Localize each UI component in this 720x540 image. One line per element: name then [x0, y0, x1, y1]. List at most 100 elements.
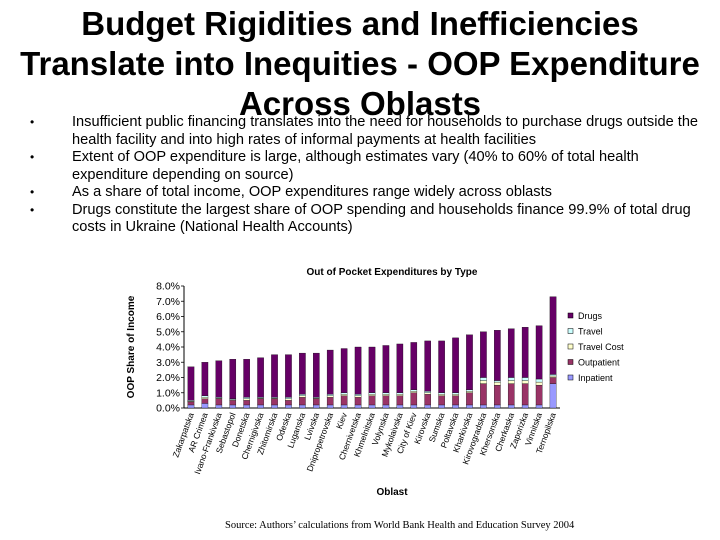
- bar-segment-outpatient: [271, 398, 278, 406]
- bar-segment-inpatient: [521, 404, 529, 409]
- bar-segment-outpatient: [187, 401, 195, 406]
- bullet-list: • Insufficient public financing translat…: [28, 114, 708, 237]
- bar-segment-inpatient: [494, 404, 501, 409]
- legend-label: Travel Cost: [578, 342, 624, 352]
- bar-segment-outpatient: [521, 383, 529, 406]
- bar-segment-travel: [480, 377, 487, 381]
- bar-segment-outpatient: [410, 392, 418, 406]
- bar-segment-drugs: [382, 345, 390, 393]
- legend-label: Outpatient: [578, 358, 620, 368]
- bar-segment-travel: [494, 380, 501, 383]
- bar-segment-drugs: [438, 340, 445, 393]
- bar-segment-inpatient: [535, 404, 543, 409]
- bar-segment-travel: [243, 397, 250, 399]
- title-line: Translate into Inequities - OOP Expendit…: [20, 45, 700, 82]
- bar-segment-drugs: [396, 343, 404, 393]
- bar-segment-inpatient: [480, 404, 487, 409]
- bar-segment-outpatient: [326, 397, 334, 406]
- title-line: Budget Rigidities and Inefficiencies: [81, 5, 639, 42]
- bar-segment-outpatient: [424, 394, 431, 406]
- bar-segment-outpatient: [549, 377, 557, 384]
- bar-segment-drugs: [313, 352, 320, 398]
- bar-segment-travel-cost: [521, 380, 529, 384]
- slide-title: Budget Rigidities and Inefficiencies Tra…: [0, 4, 720, 124]
- bar-segment-inpatient: [229, 404, 237, 409]
- bar-segment-inpatient: [452, 404, 459, 409]
- bar-segment-outpatient: [215, 398, 223, 406]
- x-axis-label: Oblast: [376, 487, 408, 498]
- y-tick-label: 0.0%: [156, 403, 180, 415]
- bar-segment-travel: [354, 394, 362, 396]
- legend-label: Drugs: [578, 311, 603, 321]
- bar-segment-outpatient: [354, 397, 362, 406]
- bar-segment-outpatient: [229, 400, 237, 406]
- bar-segment-inpatient: [354, 404, 362, 409]
- bar-segment-travel-cost: [507, 380, 515, 384]
- bar-segment-drugs: [201, 362, 209, 396]
- bar-segment-travel-cost: [326, 395, 334, 398]
- bar-segment-drugs: [354, 346, 362, 395]
- bar-segment-drugs: [521, 327, 529, 378]
- bar-segment-inpatient: [243, 404, 250, 409]
- bullet-marker: •: [30, 202, 35, 217]
- bar-segment-travel-cost: [424, 392, 431, 395]
- bar-segment-drugs: [215, 360, 223, 398]
- bar-segment-travel-cost: [410, 391, 418, 393]
- bar-segment-travel-cost: [494, 381, 501, 386]
- y-tick-label: 2.0%: [156, 372, 180, 384]
- bar-segment-inpatient: [438, 404, 445, 409]
- bar-segment-inpatient: [285, 404, 292, 409]
- bar-segment-inpatient: [326, 404, 334, 409]
- bar-segment-travel: [396, 392, 404, 395]
- bar-segment-travel: [424, 391, 431, 393]
- bar-segment-travel-cost: [243, 398, 250, 401]
- bar-segment-drugs: [187, 366, 195, 401]
- title-line: Across Oblasts: [238, 85, 482, 122]
- bar-segment-drugs: [257, 357, 264, 398]
- bar-segment-outpatient: [313, 398, 320, 406]
- bullet-item: • Extent of OOP expenditure is large, al…: [28, 149, 708, 184]
- bar-segment-outpatient: [201, 398, 209, 404]
- bar-segment-drugs: [535, 325, 543, 380]
- bar-segment-inpatient: [368, 404, 376, 409]
- legend-label: Travel: [578, 327, 603, 337]
- bar-segment-inpatient: [215, 404, 223, 409]
- bar-segment-travel: [299, 394, 306, 396]
- bar-segment-drugs: [494, 330, 501, 381]
- bar-segment-travel: [507, 377, 515, 381]
- bullet-text: As a share of total income, OOP expendit…: [72, 184, 552, 200]
- bar-segment-drugs: [285, 354, 292, 398]
- bar-segment-travel: [466, 389, 473, 392]
- bullet-item: • As a share of total income, OOP expend…: [28, 184, 708, 202]
- bar-segment-drugs: [424, 340, 431, 392]
- bar-segment-outpatient: [480, 383, 487, 406]
- bar-segment-inpatient: [410, 404, 418, 409]
- bar-segment-inpatient: [549, 383, 557, 409]
- bar-segment-inpatient: [201, 403, 209, 409]
- y-tick-label: 8.0%: [156, 281, 180, 293]
- bar-segment-inpatient: [382, 404, 390, 409]
- bar-segment-inpatient: [340, 404, 348, 409]
- bullet-text: Extent of OOP expenditure is large, alth…: [72, 149, 639, 183]
- legend-label: Inpatient: [578, 373, 613, 383]
- bar-segment-travel: [340, 392, 348, 395]
- bar-segment-travel-cost: [340, 394, 348, 396]
- bar-segment-outpatient: [452, 395, 459, 406]
- bar-segment-travel-cost: [201, 397, 209, 399]
- bar-segment-travel: [382, 392, 390, 395]
- bar-segment-travel-cost: [368, 394, 376, 396]
- bar-segment-travel-cost: [480, 380, 487, 384]
- bar-segment-inpatient: [466, 404, 473, 409]
- bar-segment-outpatient: [340, 395, 348, 406]
- bullet-marker: •: [30, 115, 35, 129]
- bar-segment-drugs: [299, 352, 306, 395]
- bar-segment-travel-cost: [354, 395, 362, 398]
- bar-segment-travel: [201, 395, 209, 398]
- bar-segment-outpatient: [299, 397, 306, 406]
- bar-segment-drugs: [480, 331, 487, 378]
- bar-segment-inpatient: [257, 404, 264, 409]
- bar-segment-travel: [285, 397, 292, 399]
- bar-segment-inpatient: [187, 404, 195, 409]
- bullet-marker: •: [30, 185, 35, 199]
- legend-swatch: [567, 312, 574, 319]
